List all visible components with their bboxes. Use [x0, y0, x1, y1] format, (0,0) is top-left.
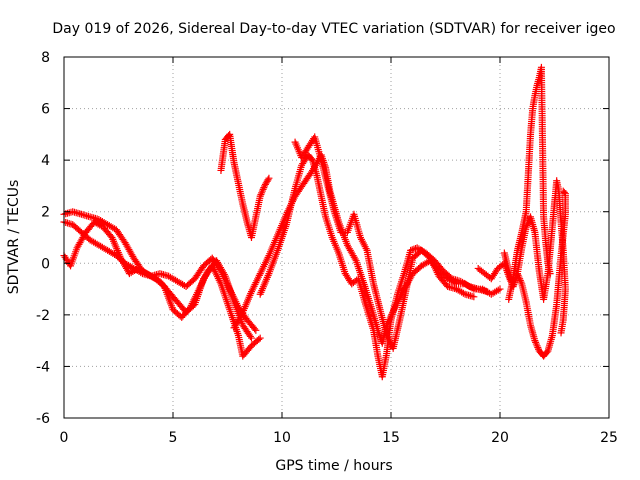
data-point-track-6 — [408, 246, 416, 254]
data-point-track-4 — [258, 187, 266, 195]
data-point-track-3 — [246, 332, 254, 340]
data-point-track-6 — [407, 246, 415, 254]
data-point-track-8 — [532, 340, 540, 348]
data-point-track-1 — [251, 325, 259, 333]
y-tick-label: -6 — [36, 411, 50, 427]
data-point-track-1 — [252, 326, 260, 334]
y-tick-label: -4 — [36, 359, 50, 375]
data-point-track-4 — [256, 192, 264, 200]
y-tick-label: 0 — [41, 256, 50, 272]
data-point-track-5 — [351, 255, 359, 263]
chart-title: Day 019 of 2026, Sidereal Day-to-day VTE… — [52, 21, 615, 37]
data-point-track-10 — [546, 270, 554, 278]
data-point-track-2 — [256, 334, 264, 342]
y-tick-label: 2 — [41, 205, 50, 221]
data-point-track-4 — [260, 184, 268, 192]
data-point-track-8 — [531, 337, 539, 345]
data-point-track-8 — [534, 344, 542, 352]
data-point-track-3 — [247, 334, 255, 342]
x-tick-label: 25 — [600, 430, 618, 446]
y-tick-label: -2 — [36, 308, 50, 324]
data-point-track-4 — [257, 191, 265, 199]
y-tick-label: 8 — [41, 50, 50, 66]
data-point-track-8 — [560, 188, 568, 196]
data-point-track-8 — [532, 338, 540, 346]
axis-ticks: 0 5 10 15 20 25 -6 -4 -2 0 2 4 6 8 — [36, 50, 618, 446]
data-point-track-8 — [517, 278, 525, 286]
data-point-track-8 — [533, 342, 541, 350]
x-tick-label: 0 — [60, 430, 69, 446]
data-points — [60, 63, 569, 381]
data-point-track-6 — [483, 288, 491, 296]
x-axis-label: GPS time / hours — [275, 458, 392, 474]
data-point-track-4 — [258, 189, 266, 197]
plot-frame — [63, 56, 610, 419]
data-point-track-6 — [307, 155, 315, 163]
data-point-track-4 — [264, 176, 272, 184]
y-axis-label: SDTVAR / TECUs — [6, 180, 22, 295]
x-tick-label: 15 — [382, 430, 400, 446]
data-point-track-4 — [265, 174, 273, 182]
data-point-track-3 — [220, 270, 228, 278]
data-point-track-4 — [259, 185, 267, 193]
y-tick-label: 6 — [41, 102, 50, 118]
x-tick-label: 10 — [273, 430, 291, 446]
data-point-track-5 — [238, 310, 246, 318]
x-tick-label: 5 — [169, 430, 178, 446]
data-point-track-8 — [543, 348, 551, 356]
data-point-track-2 — [255, 335, 263, 343]
x-tick-label: 20 — [491, 430, 509, 446]
y-tick-label: 4 — [41, 153, 50, 169]
data-point-track-9 — [557, 329, 565, 337]
data-point-track-7 — [470, 293, 478, 301]
data-point-track-5 — [496, 285, 504, 293]
